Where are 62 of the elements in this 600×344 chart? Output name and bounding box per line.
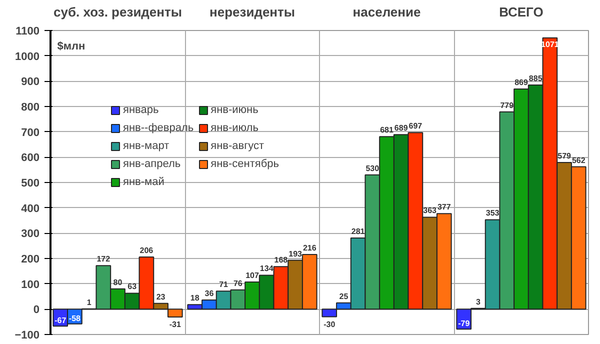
data-label: 63 <box>128 282 138 292</box>
y-tick-label: 900 <box>21 76 40 88</box>
y-tick-label: 100 <box>21 278 40 291</box>
data-label: 689 <box>394 124 408 133</box>
y-tick-label: 300 <box>21 228 40 240</box>
data-label: 216 <box>302 243 317 252</box>
data-label: 579 <box>558 151 572 160</box>
data-label: 172 <box>96 254 111 264</box>
legend-label: янв-июнь <box>210 103 258 117</box>
data-label: 779 <box>500 100 514 110</box>
legend-label: янв-август <box>210 139 264 153</box>
x-tick-label: ВСЕГО <box>499 4 544 20</box>
data-label: 869 <box>514 78 528 88</box>
y-tick-label: 700 <box>21 126 40 139</box>
legend-label: янв-апрель <box>123 157 181 171</box>
data-label: 377 <box>437 202 452 212</box>
data-label: 353 <box>486 208 500 218</box>
data-label: 76 <box>233 278 243 288</box>
data-label: 18 <box>190 294 200 303</box>
legend-label: янв-май <box>123 175 164 189</box>
y-tick-label: 200 <box>21 254 40 266</box>
x-tick-label: население <box>352 4 421 20</box>
data-label: 107 <box>246 271 260 280</box>
y-tick-label: 400 <box>21 202 40 215</box>
y-tick-label: 600 <box>21 152 40 164</box>
y-tick-label: 800 <box>21 102 40 114</box>
data-label: 168 <box>274 256 288 265</box>
data-label: 281 <box>351 226 366 236</box>
data-label: 80 <box>113 278 123 287</box>
y-tick-label: 1100 <box>16 26 40 38</box>
data-label: 363 <box>423 206 438 216</box>
data-label: 206 <box>140 246 154 255</box>
data-label: 3 <box>476 297 481 306</box>
data-label: 697 <box>408 122 423 131</box>
data-label: -79 <box>458 319 470 328</box>
y-tick-label: 1000 <box>15 50 40 63</box>
x-tick-label: нерезиденты <box>209 4 296 20</box>
y-axis-title: $млн <box>57 40 86 52</box>
data-label: 25 <box>339 292 349 301</box>
data-label: 1 <box>86 298 92 307</box>
data-label: 71 <box>219 280 229 290</box>
data-label: 562 <box>572 156 586 165</box>
data-label: 530 <box>366 164 380 173</box>
data-label: -58 <box>68 314 82 323</box>
data-label: -30 <box>324 320 336 329</box>
data-label: 193 <box>288 249 303 258</box>
data-label: 36 <box>204 289 214 298</box>
legend-label: янв-июль <box>210 121 258 135</box>
data-label: 23 <box>156 292 166 302</box>
y-tick-label: −100 <box>14 330 40 342</box>
legend-label: янв-март <box>123 139 170 153</box>
data-label: -67 <box>54 316 67 326</box>
data-label: 681 <box>380 126 394 135</box>
legend-label: янв--февраль <box>123 121 194 135</box>
data-label: 134 <box>260 264 274 274</box>
data-label: 885 <box>528 74 543 83</box>
y-tick-label: 500 <box>21 178 40 190</box>
data-label: -31 <box>169 320 182 330</box>
legend-label: январь <box>123 103 159 117</box>
legend-label: янв-сентябрь <box>210 157 279 171</box>
y-tick-label: 0 <box>33 304 40 316</box>
x-tick-label: суб. хоз. резиденты <box>54 4 182 20</box>
